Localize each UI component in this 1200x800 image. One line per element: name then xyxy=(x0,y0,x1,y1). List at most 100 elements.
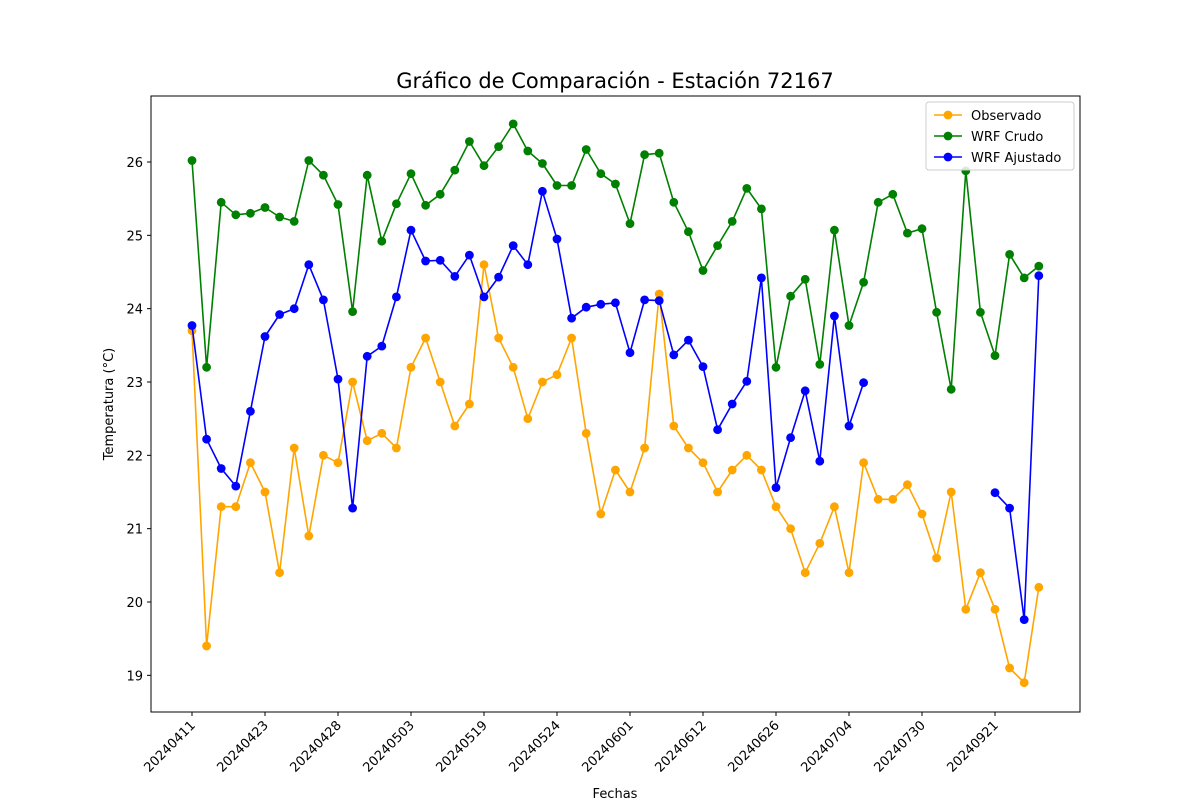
data-point xyxy=(289,304,299,314)
data-point xyxy=(581,302,591,312)
data-point xyxy=(625,348,635,358)
data-point xyxy=(698,362,708,371)
data-point xyxy=(684,443,693,453)
y-tick-label: 19 xyxy=(126,669,143,684)
data-point xyxy=(1019,615,1029,624)
data-point xyxy=(873,197,883,207)
data-point xyxy=(1034,271,1044,281)
data-point xyxy=(392,443,401,453)
data-point xyxy=(625,487,635,497)
data-point xyxy=(961,604,971,614)
data-point xyxy=(757,204,766,214)
y-tick-label: 25 xyxy=(126,229,143,244)
series-2 xyxy=(187,186,1044,624)
data-point xyxy=(392,292,401,302)
y-axis-label: Temperatura (°C) xyxy=(102,348,117,461)
chart-title: Gráfico de Comparación - Estación 72167 xyxy=(396,69,833,93)
data-point xyxy=(479,292,489,302)
data-point xyxy=(523,146,533,156)
data-point xyxy=(990,604,1000,614)
data-point xyxy=(319,170,328,180)
data-point xyxy=(917,509,927,519)
data-point xyxy=(538,159,547,168)
data-point xyxy=(640,150,649,160)
data-point xyxy=(757,273,766,283)
data-point xyxy=(771,362,781,372)
data-point xyxy=(275,568,284,578)
data-point xyxy=(1005,663,1014,673)
data-point xyxy=(275,212,284,222)
data-point xyxy=(377,236,387,246)
data-point xyxy=(932,553,941,563)
data-point xyxy=(435,377,445,387)
data-point xyxy=(406,362,416,372)
data-point xyxy=(275,310,284,319)
data-point xyxy=(494,333,503,343)
data-point xyxy=(596,169,606,179)
data-point xyxy=(742,450,752,460)
data-point xyxy=(698,458,708,468)
data-point xyxy=(625,219,635,229)
y-tick-label: 21 xyxy=(126,523,143,538)
data-point xyxy=(333,458,343,468)
data-point xyxy=(465,137,474,146)
data-point xyxy=(289,217,299,226)
data-point xyxy=(859,277,868,287)
series-line xyxy=(994,275,1040,621)
data-point xyxy=(830,311,839,321)
data-point xyxy=(654,296,664,305)
data-point xyxy=(830,225,839,235)
series-0 xyxy=(187,260,1044,688)
data-point xyxy=(742,184,752,193)
data-point xyxy=(231,481,241,491)
data-point xyxy=(815,456,825,466)
data-point xyxy=(216,197,226,207)
data-point xyxy=(1034,582,1044,592)
data-point xyxy=(421,333,430,343)
data-point xyxy=(567,333,576,343)
legend-label: WRF Ajustado xyxy=(971,151,1061,166)
plot-frame xyxy=(150,95,1081,713)
data-point xyxy=(873,494,883,504)
data-point xyxy=(260,332,270,341)
data-point xyxy=(333,374,343,384)
data-point xyxy=(348,377,357,387)
data-point xyxy=(771,502,781,512)
data-point xyxy=(392,199,401,209)
data-point xyxy=(669,421,679,431)
data-point xyxy=(523,260,533,270)
data-point xyxy=(465,250,474,260)
data-point xyxy=(727,465,737,475)
data-point xyxy=(830,502,839,512)
data-point xyxy=(1019,678,1029,688)
y-tick-label: 22 xyxy=(126,449,143,464)
data-point xyxy=(844,568,854,578)
data-point xyxy=(654,289,664,299)
data-point xyxy=(815,538,825,548)
data-point xyxy=(742,376,752,386)
data-point xyxy=(246,208,255,218)
data-point xyxy=(932,307,941,317)
series-1 xyxy=(187,119,1044,394)
data-point xyxy=(654,148,664,158)
data-point xyxy=(786,433,795,443)
legend-marker xyxy=(943,152,953,162)
data-point xyxy=(406,169,416,179)
legend-marker xyxy=(943,110,953,120)
data-point xyxy=(669,197,679,207)
data-point xyxy=(903,228,912,238)
data-point xyxy=(903,480,912,490)
data-point xyxy=(888,494,898,504)
x-axis-label: Fechas xyxy=(593,787,638,800)
legend-box xyxy=(925,101,1075,171)
data-point xyxy=(581,428,591,438)
data-point xyxy=(917,224,927,234)
legend-label: WRF Crudo xyxy=(971,130,1043,145)
data-point xyxy=(421,200,430,210)
data-point xyxy=(319,295,328,305)
data-point xyxy=(1034,261,1044,271)
data-point xyxy=(187,321,197,330)
data-point xyxy=(946,487,956,497)
